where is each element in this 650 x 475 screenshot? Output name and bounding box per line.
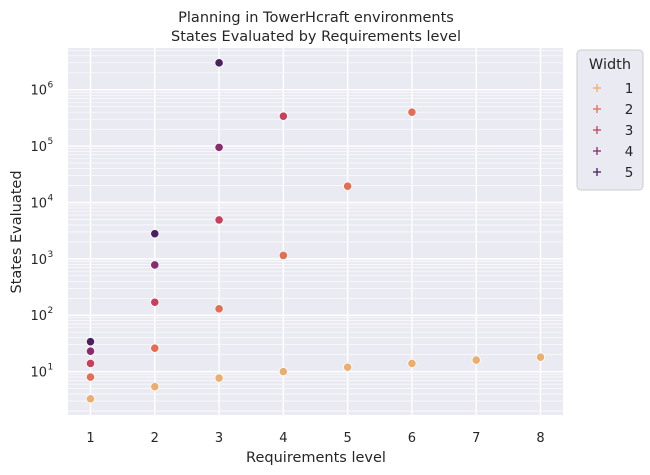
x-tick-label: 8: [536, 431, 544, 446]
y-axis-label: States Evaluated: [9, 170, 25, 293]
data-point-width-1: [214, 373, 224, 383]
legend-label: 5: [625, 165, 634, 181]
legend-title: Width: [589, 57, 631, 73]
data-point-width-1: [85, 394, 96, 404]
plot-area: [68, 48, 563, 415]
data-point-width-1: [535, 352, 546, 362]
x-tick-label: 1: [86, 431, 94, 446]
x-tick-label: 7: [472, 431, 480, 446]
data-point-width-3: [150, 297, 160, 307]
y-tick-exponent: 3: [48, 250, 54, 260]
y-tick-base: 10: [30, 196, 47, 211]
legend-items: 1 2 3 4 5: [593, 81, 633, 181]
data-point-width-5: [214, 58, 224, 68]
y-tick-label: 10 6: [30, 81, 53, 99]
y-tick-exponent: 2: [48, 306, 54, 316]
legend-item-width-5: 5: [593, 165, 633, 181]
data-point-width-3: [214, 215, 224, 225]
y-tick-exponent: 1: [48, 363, 54, 373]
legend-label: 4: [625, 144, 634, 160]
data-point-width-1: [471, 355, 481, 365]
grid-lines: [68, 48, 563, 415]
x-tick-label: 3: [215, 431, 223, 446]
x-tick-labels: 1 2 3 4 5 6 7 8: [86, 431, 544, 446]
y-tick-base: 10: [30, 309, 47, 324]
legend-label: 1: [625, 81, 634, 97]
data-point-width-3: [85, 358, 96, 368]
legend-box: [576, 49, 644, 191]
chart-title: Planning in TowerHcraft environments: [178, 10, 454, 26]
y-tick-label: 10 4: [30, 193, 53, 211]
y-tick-exponent: 4: [48, 193, 54, 203]
data-point-width-1: [278, 367, 288, 377]
y-tick-base: 10: [30, 84, 47, 99]
data-point-width-1: [407, 358, 417, 368]
x-tick-label: 2: [151, 431, 159, 446]
legend-item-width-4: 4: [593, 144, 633, 160]
y-tick-label: 10 1: [30, 363, 53, 381]
x-axis-label: Requirements level: [246, 450, 386, 466]
data-point-width-4: [214, 142, 224, 152]
legend-label: 3: [625, 123, 634, 139]
data-point-width-2: [407, 107, 417, 117]
x-tick-label: 6: [408, 431, 416, 446]
legend-item-width-3: 3: [593, 123, 633, 139]
y-tick-label: 10 5: [30, 137, 53, 155]
data-point-width-2: [278, 250, 288, 261]
y-tick-label: 10 2: [30, 306, 53, 324]
legend-item-width-1: 1: [593, 81, 633, 97]
legend-item-width-2: 2: [593, 102, 633, 118]
data-point-width-1: [150, 382, 160, 392]
data-point-width-5: [85, 337, 96, 347]
x-tick-label: 5: [344, 431, 352, 446]
data-point-width-4: [150, 260, 160, 270]
chart-subtitle: States Evaluated by Requirements level: [171, 29, 461, 45]
y-tick-exponent: 5: [48, 137, 54, 147]
y-tick-label: 10 3: [30, 250, 53, 268]
data-point-width-3: [278, 111, 288, 121]
y-tick-base: 10: [30, 253, 47, 268]
data-point-width-5: [150, 229, 160, 239]
legend-label: 2: [625, 102, 634, 118]
legend: Width 1 2 3 4 5: [576, 49, 644, 191]
y-tick-exponent: 6: [48, 81, 54, 91]
data-point-width-2: [85, 372, 96, 382]
data-point-width-2: [214, 304, 224, 314]
data-point-width-4: [85, 346, 96, 356]
data-points: [85, 58, 546, 404]
y-tick-base: 10: [30, 140, 47, 155]
data-point-width-2: [150, 343, 160, 353]
x-tick-label: 4: [279, 431, 287, 446]
data-point-width-2: [343, 181, 353, 191]
y-tick-base: 10: [30, 366, 47, 381]
data-point-width-1: [343, 362, 353, 372]
